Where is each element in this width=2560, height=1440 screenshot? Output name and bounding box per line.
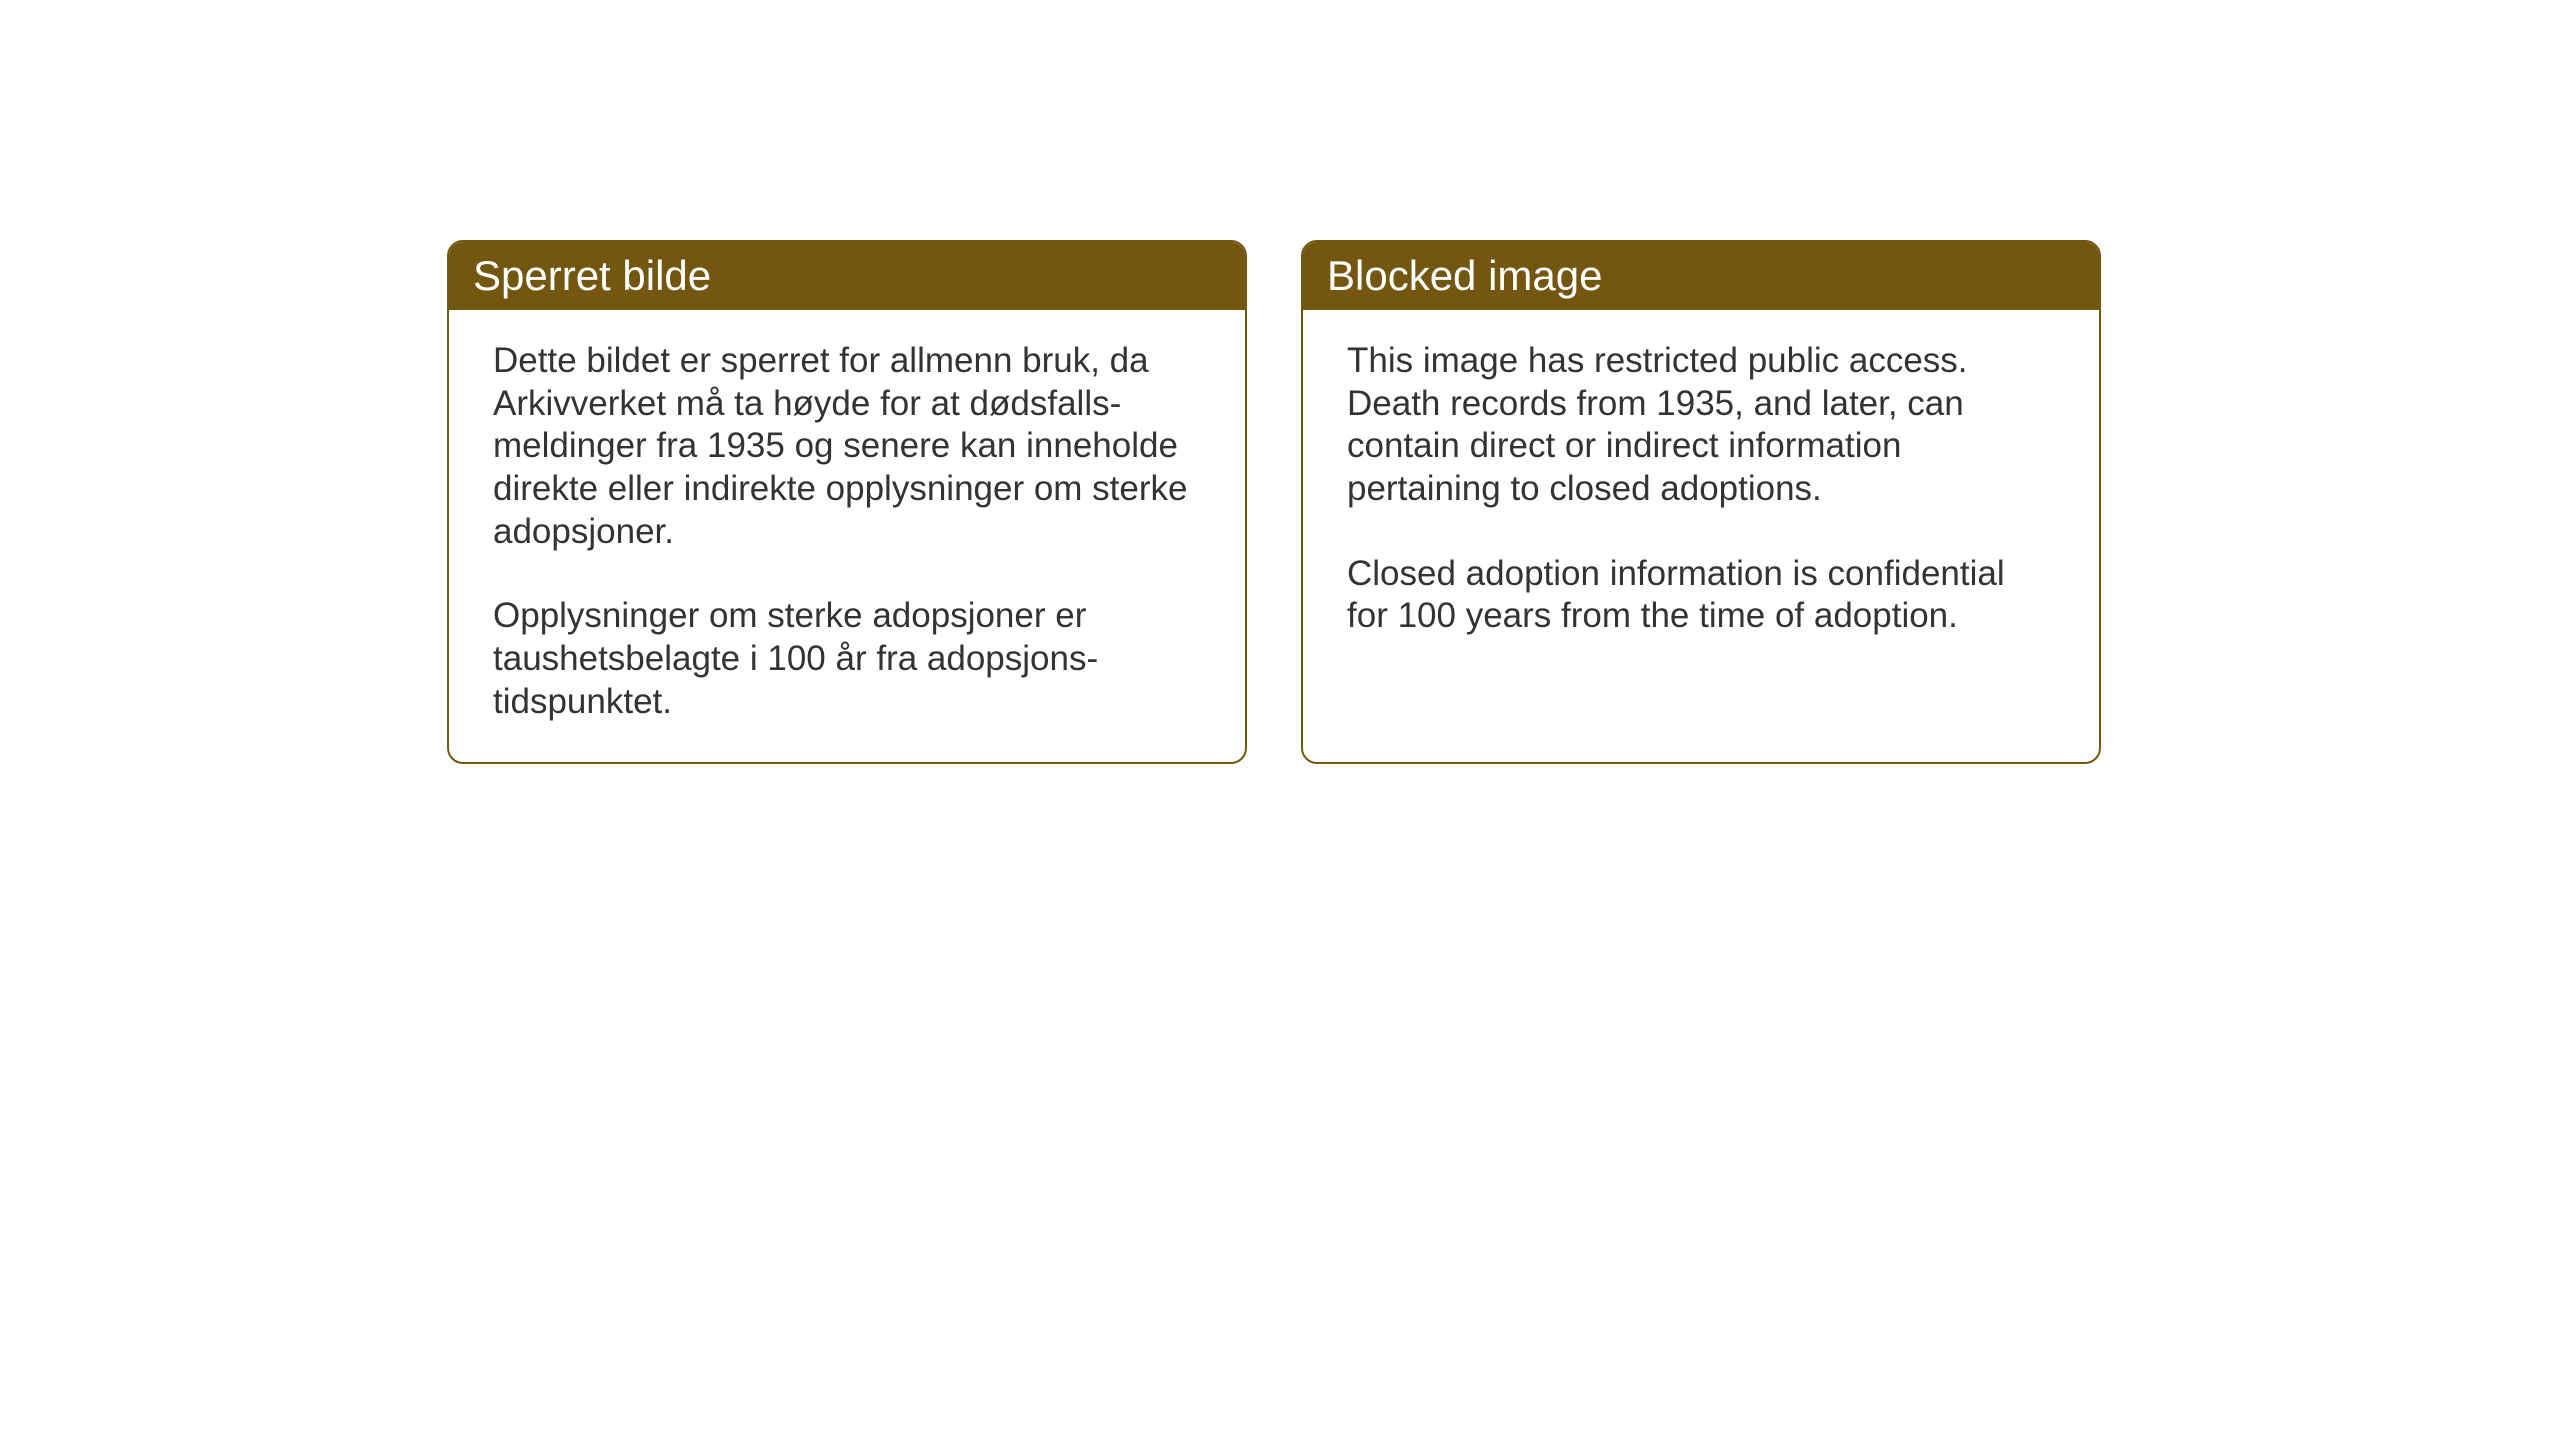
card-norwegian-header: Sperret bilde (449, 242, 1245, 310)
cards-container: Sperret bilde Dette bildet er sperret fo… (447, 240, 2101, 764)
card-english-paragraph-1: This image has restricted public access.… (1347, 340, 2055, 511)
card-english-body: This image has restricted public access.… (1303, 310, 2099, 676)
card-norwegian: Sperret bilde Dette bildet er sperret fo… (447, 240, 1247, 764)
card-english-title: Blocked image (1327, 252, 1602, 299)
card-english-paragraph-2: Closed adoption information is confident… (1347, 553, 2055, 638)
card-english-header: Blocked image (1303, 242, 2099, 310)
card-norwegian-paragraph-2: Opplysninger om sterke adopsjoner er tau… (493, 595, 1201, 723)
card-norwegian-paragraph-1: Dette bildet er sperret for allmenn bruk… (493, 340, 1201, 553)
card-norwegian-body: Dette bildet er sperret for allmenn bruk… (449, 310, 1245, 762)
card-norwegian-title: Sperret bilde (473, 252, 711, 299)
card-english: Blocked image This image has restricted … (1301, 240, 2101, 764)
